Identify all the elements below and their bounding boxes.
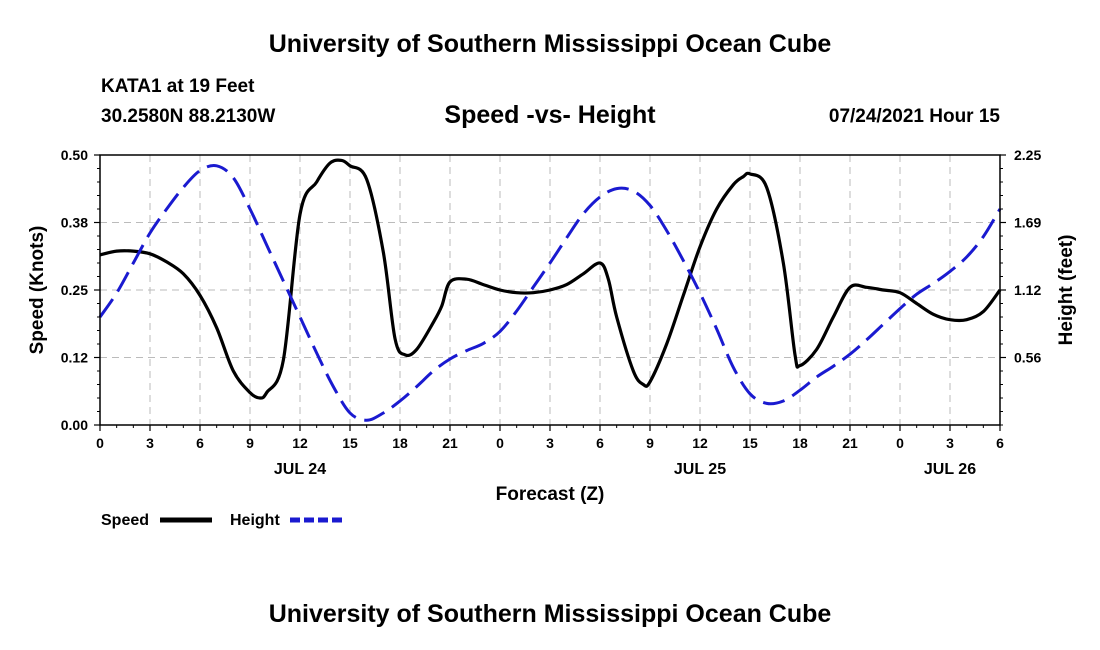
y-right-tick-label: 1.69 — [1014, 215, 1041, 231]
y-right-tick-label: 2.25 — [1014, 147, 1041, 163]
title-top: University of Southern Mississippi Ocean… — [268, 30, 832, 58]
title-bottom: University of Southern Mississippi Ocean… — [268, 600, 832, 628]
legend-speed-label: Speed — [101, 512, 149, 529]
x-tick-label: 3 — [146, 435, 154, 451]
date-label: JUL 24 — [274, 461, 326, 478]
y-left-tick-label: 0.25 — [61, 282, 88, 298]
axes: 0 3 6 9 12 15 18 21 0 3 6 9 12 15 18 21 0 3 6 JUL 24 JUL 25 J… — [61, 147, 1042, 478]
x-tick-label: 6 — [196, 435, 204, 451]
x-tick-label: 18 — [392, 435, 408, 451]
date-label: JUL 26 — [924, 461, 976, 478]
series-layer — [98, 158, 1002, 422]
x-tick-label: 6 — [996, 435, 1004, 451]
y-left-tick-label: 0.12 — [61, 350, 88, 366]
x-tick-label: 6 — [596, 435, 604, 451]
x-axis-title: Forecast (Z) — [496, 484, 605, 505]
x-tick-label: 12 — [692, 435, 708, 451]
x-tick-label: 15 — [342, 435, 358, 451]
chart-subtitle: Speed -vs- Height — [444, 101, 656, 129]
x-tick-label: 0 — [96, 435, 104, 451]
station-name: KATA1 at 19 Feet — [101, 76, 255, 97]
y-left-tick-label: 0.50 — [61, 147, 88, 163]
x-tick-label: 21 — [442, 435, 458, 451]
x-tick-label: 0 — [896, 435, 904, 451]
station-coordinates: 30.2580N 88.2130W — [101, 106, 276, 127]
y-axis-right-title: Height (feet) — [1056, 235, 1077, 346]
y-axis-left-title: Speed (Knots) — [27, 226, 48, 355]
y-right-tick-label: 0.56 — [1014, 350, 1041, 366]
forecast-datetime: 07/24/2021 Hour 15 — [828, 106, 1000, 127]
y-left-tick-label: 0.00 — [61, 417, 88, 433]
x-tick-label: 0 — [496, 435, 504, 451]
x-tick-label: 21 — [842, 435, 858, 451]
y-left-tick-label: 0.38 — [61, 215, 88, 231]
series-line-height — [98, 164, 1002, 422]
x-tick-label: 3 — [546, 435, 554, 451]
legend-height-label: Height — [230, 512, 280, 529]
x-tick-label: 12 — [292, 435, 308, 451]
y-right-tick-label: 1.12 — [1014, 282, 1041, 298]
x-tick-label: 15 — [742, 435, 758, 451]
x-tick-label: 9 — [646, 435, 654, 451]
legend: Speed Height — [101, 512, 342, 529]
x-tick-label: 9 — [246, 435, 254, 451]
date-label: JUL 25 — [674, 461, 726, 478]
series-line-speed — [99, 158, 1002, 400]
x-tick-label: 18 — [792, 435, 808, 451]
x-tick-label: 3 — [946, 435, 954, 451]
